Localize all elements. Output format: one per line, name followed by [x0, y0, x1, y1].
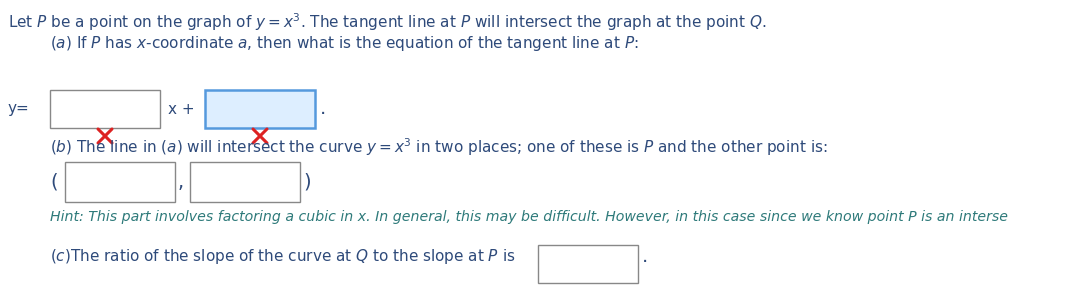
Bar — [205, 90, 315, 128]
Bar — [190, 162, 299, 202]
Text: $(a)$ If $P$ has $x$-coordinate $a$, then what is the equation of the tangent li: $(a)$ If $P$ has $x$-coordinate $a$, the… — [50, 34, 639, 53]
Text: y=: y= — [8, 101, 29, 116]
Text: .: . — [320, 99, 327, 118]
Text: x +: x + — [168, 101, 194, 116]
Bar — [65, 162, 175, 202]
Text: Hint: This part involves factoring a cubic in x. In general, this may be difficu: Hint: This part involves factoring a cub… — [50, 210, 1008, 224]
Text: .: . — [642, 247, 648, 266]
Text: $(b)$ The line in $(a)$ will intersect the curve $y = x^3$ in two places; one of: $(b)$ The line in $(a)$ will intersect t… — [50, 136, 828, 158]
Text: Let $P$ be a point on the graph of $y = x^3$. The tangent line at $P$ will inter: Let $P$ be a point on the graph of $y = … — [8, 11, 767, 33]
Text: ,: , — [178, 173, 184, 191]
Text: ): ) — [303, 173, 310, 191]
Text: (: ( — [50, 173, 58, 191]
Bar — [50, 90, 159, 128]
Bar — [538, 245, 638, 283]
Text: $(c)$The ratio of the slope of the curve at $Q$ to the slope at $P$ is: $(c)$The ratio of the slope of the curve… — [50, 247, 515, 266]
